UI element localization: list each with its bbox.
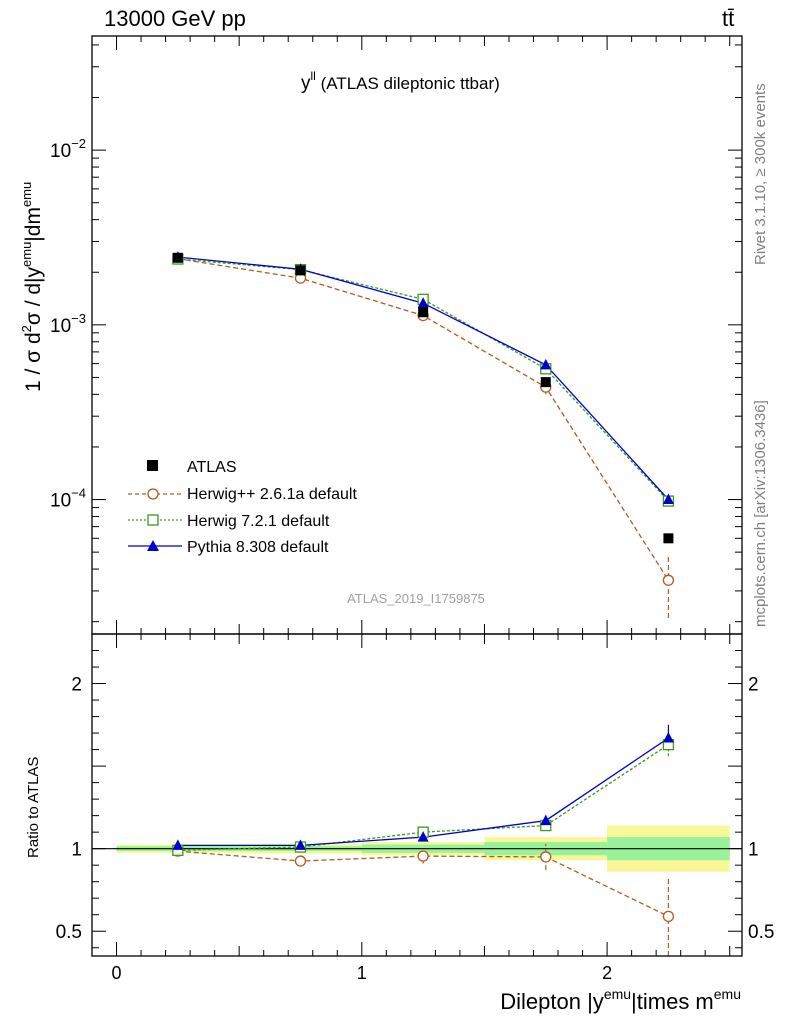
rivet-version-label: Rivet 3.1.10, ≥ 300k events <box>752 83 769 265</box>
point-pythia <box>417 297 429 308</box>
energy-label: 13000 GeV pp <box>104 6 246 31</box>
series-markers <box>172 251 675 923</box>
point-atlas <box>172 252 183 263</box>
point-pythia <box>540 358 552 370</box>
point-pythia <box>662 493 674 505</box>
ratio-tick-label-right: 0.5 <box>748 922 774 943</box>
ratio-tick-label-left: 0.5 <box>56 922 82 943</box>
ratio-point-pythia <box>540 814 552 826</box>
legend-atlas-marker <box>147 460 158 471</box>
point-herwigpp <box>662 574 675 586</box>
ratio-point-pythia <box>662 732 674 743</box>
mcplots-label: mcplots.cern.ch [arXiv:1306.3436] <box>752 400 769 627</box>
legend-pythia-label: Pythia 8.308 default <box>187 539 329 556</box>
x-axis-title: Dilepton |yemu|times memu <box>500 986 741 1014</box>
y-tick-label: 10−4 <box>50 486 86 512</box>
x-tick-label: 2 <box>602 963 612 983</box>
point-atlas <box>663 533 674 544</box>
ratio-tick-label-left: 2 <box>71 675 82 696</box>
point-atlas <box>295 265 306 276</box>
ratio-plot-frame <box>91 633 743 957</box>
plot-title: yll (ATLAS dileptonic ttbar) <box>301 69 500 94</box>
main-y-axis-title: 1 / σ d2σ / d|yemu|dmemu <box>19 182 45 392</box>
process-label: tt̄ <box>722 6 734 31</box>
legend-herwigpp-label: Herwig++ 2.6.1a default <box>187 486 357 503</box>
line-herwig7 <box>177 258 669 502</box>
ratio-y-axis-title: Ratio to ATLAS <box>25 757 42 858</box>
analysis-watermark: ATLAS_2019_I1759875 <box>347 591 485 606</box>
ratio-point-herwigpp <box>417 850 429 862</box>
x-tick-label: 1 <box>357 963 367 983</box>
ratio-point-herwigpp <box>540 851 552 863</box>
ratio-point-pythia <box>294 839 306 850</box>
axes-ticks: 0 1 2 10−4 10−3 10−2 0.5 0.5 1 1 2 2 <box>50 36 774 983</box>
ratio-point-pythia <box>172 839 184 850</box>
legend-herwig7-label: Herwig 7.2.1 default <box>187 513 330 530</box>
y-tick-label: 10−3 <box>50 311 86 337</box>
ratio-point-pythia <box>417 831 429 842</box>
legend-pythia-marker <box>147 540 159 551</box>
legend-herwig7-marker <box>147 514 159 526</box>
point-atlas <box>418 307 429 318</box>
point-atlas <box>540 377 551 388</box>
ratio-tick-label-right: 1 <box>748 840 759 861</box>
x-tick-label: 0 <box>112 963 122 983</box>
ratio-point-herwigpp <box>294 855 307 867</box>
legend-atlas-label: ATLAS <box>187 459 237 476</box>
ratio-point-herwigpp <box>662 910 675 923</box>
ratio-line-herwigpp <box>177 850 669 917</box>
legend: ATLAS Herwig++ 2.6.1a default Herwig 7.2… <box>128 459 357 556</box>
y-tick-label: 10−2 <box>50 136 86 162</box>
ratio-tick-label-left: 1 <box>71 840 82 861</box>
ratio-tick-label-right: 2 <box>748 675 759 696</box>
legend-herwigpp-marker <box>147 488 159 500</box>
